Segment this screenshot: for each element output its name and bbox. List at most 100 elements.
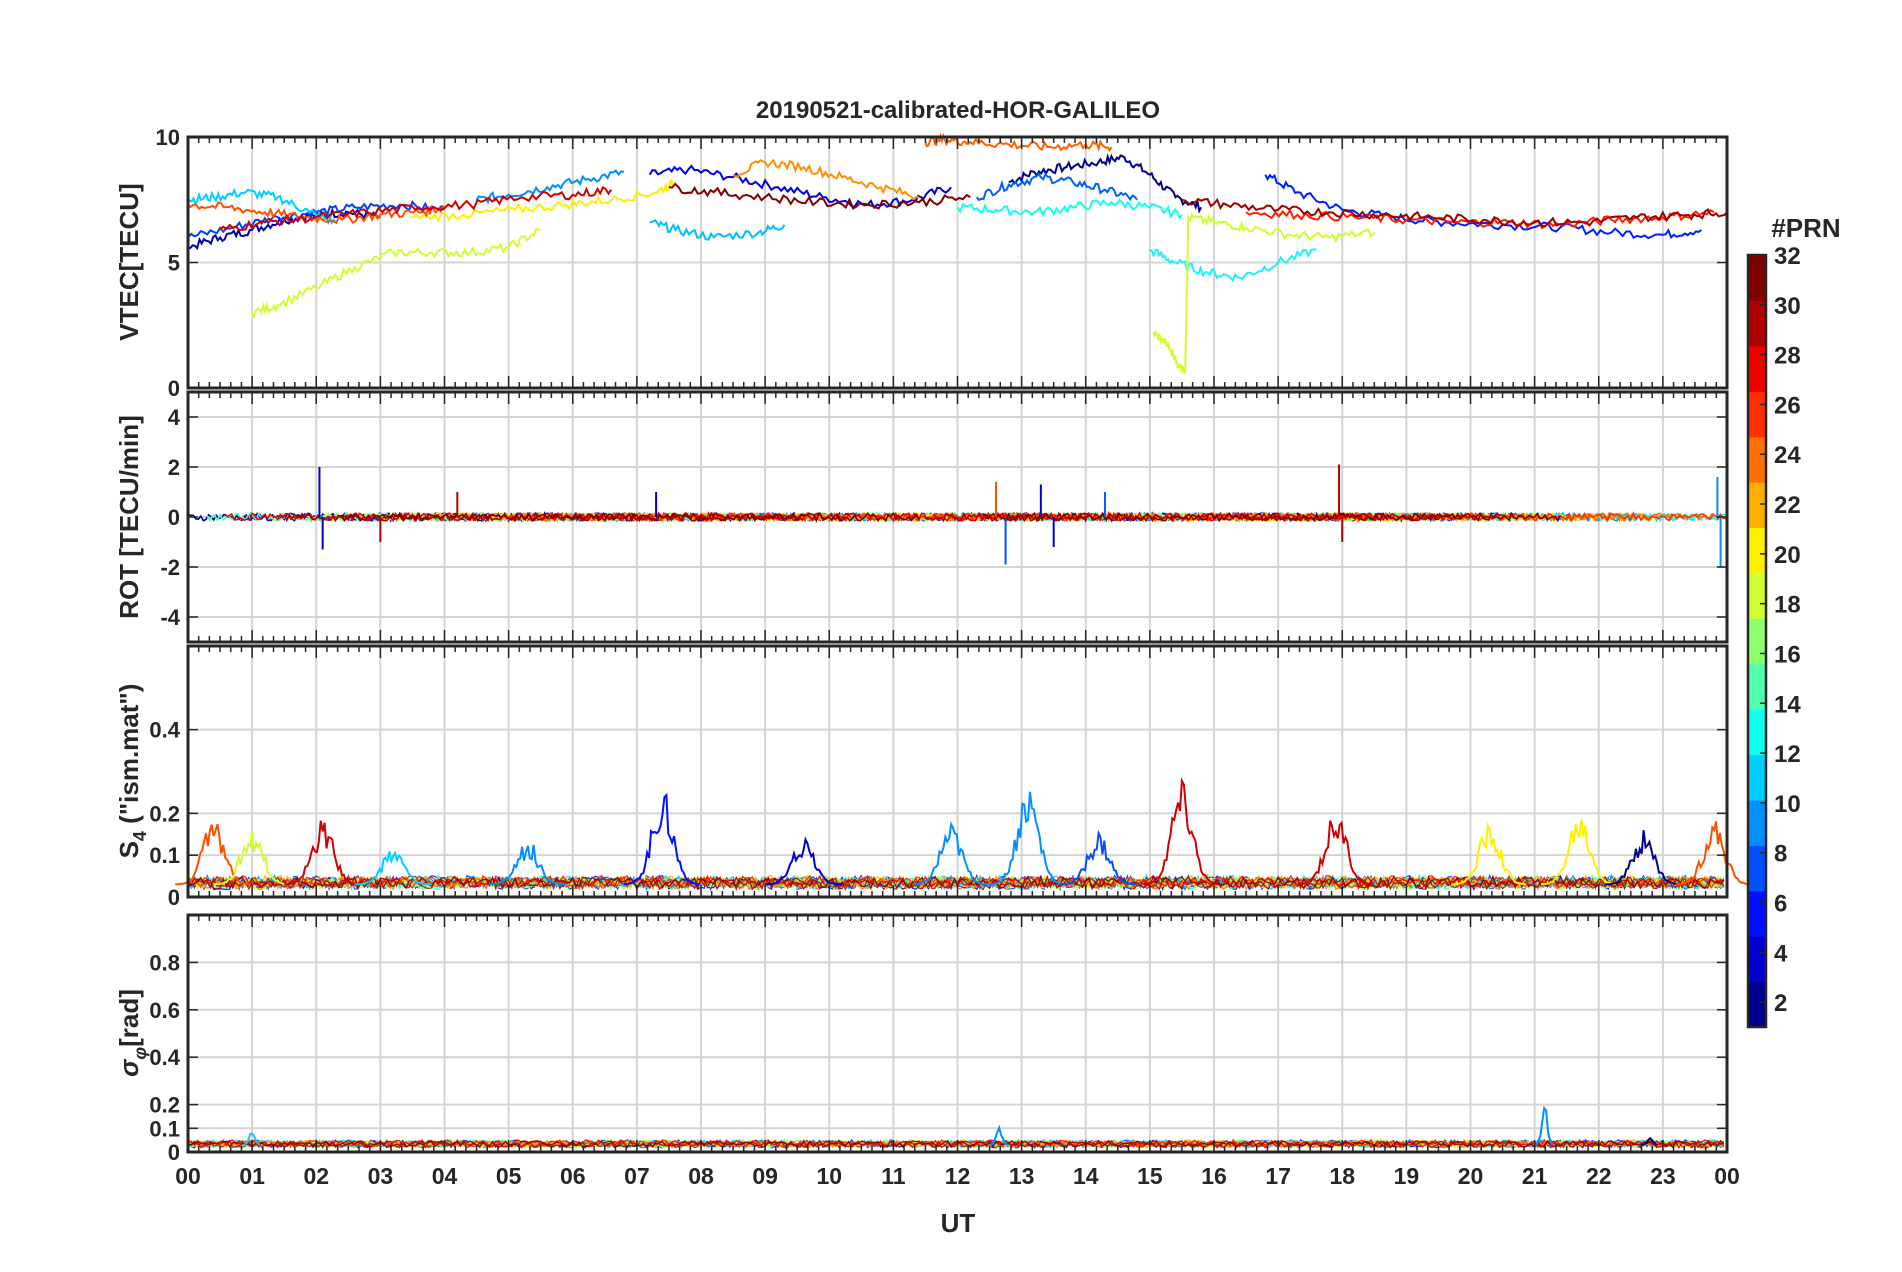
- colorbar-swatch: [1748, 890, 1766, 937]
- colorbar-tick-label: 2: [1774, 990, 1787, 1017]
- s4-peak-line: [765, 836, 843, 886]
- vtec-y-tick-label: 5: [168, 251, 180, 276]
- colorbar-swatch: [1748, 255, 1766, 302]
- x-tick-label: 08: [688, 1163, 714, 1189]
- x-tick-label: 04: [432, 1163, 458, 1189]
- s4-peak-line: [989, 791, 1067, 886]
- vtec-series-line: [956, 198, 1183, 221]
- colorbar-tick-label: 18: [1774, 592, 1801, 619]
- sigma-y-axis-label: σφ[rad]: [114, 989, 150, 1077]
- s4-peak-line: [1451, 822, 1527, 886]
- colorbar-tick-label: 20: [1774, 542, 1801, 569]
- colorbar-tick-label: 22: [1774, 492, 1801, 519]
- x-tick-label: 15: [1137, 1163, 1163, 1189]
- vtec-series-line: [411, 178, 676, 223]
- figure-title: 20190521-calibrated-HOR-GALILEO: [756, 97, 1160, 124]
- colorbar-tick-label: 32: [1774, 243, 1801, 270]
- rot-panel: -4 -2 0 2 4 ROT [TECU/min]: [114, 390, 1729, 644]
- sigma-y-tick-label: 0.2: [149, 1093, 180, 1118]
- vtec-panel: 0 5 10 VTEC[TECU]: [114, 125, 1729, 401]
- x-tick-label: 02: [303, 1163, 329, 1189]
- x-tick-label: 21: [1522, 1163, 1548, 1189]
- colorbar-swatch: [1748, 709, 1766, 756]
- colorbar-tick-label: 10: [1774, 791, 1801, 818]
- colorbar-swatch: [1748, 936, 1766, 983]
- colorbar-swatch: [1748, 527, 1766, 574]
- s4-y-tick-label: 0: [168, 885, 180, 910]
- x-tick-label: 11: [881, 1163, 906, 1189]
- s4-peak-line: [1297, 820, 1373, 886]
- x-tick-label: 06: [560, 1163, 586, 1189]
- colorbar-swatch: [1748, 572, 1766, 619]
- s4-y-axis-label: S4 ("ism.mat"): [114, 684, 150, 859]
- x-tick-label: 23: [1650, 1163, 1676, 1189]
- x-tick-label: 01: [239, 1163, 265, 1189]
- x-tick-label: 19: [1394, 1163, 1420, 1189]
- colorbar-swatch: [1748, 799, 1766, 846]
- sigma-peak-line: [242, 1132, 261, 1146]
- x-tick-label: 18: [1329, 1163, 1355, 1189]
- s4-peak-line: [1060, 829, 1138, 886]
- rot-y-axis-label: ROT [TECU/min]: [114, 415, 144, 619]
- s4-peak-line: [354, 850, 432, 886]
- colorbar-swatch: [1748, 300, 1766, 347]
- sigma-peak-line: [989, 1124, 1009, 1146]
- rot-series-line: [1194, 511, 1726, 523]
- x-tick-label: 07: [624, 1163, 650, 1189]
- sigma-panel: 00.10.2 0.4 0.6 0.8 σφ[rad]: [114, 913, 1729, 1165]
- x-tick-label: 00: [1714, 1163, 1740, 1189]
- rot-series-line: [983, 511, 1562, 523]
- x-tick-label: 16: [1201, 1163, 1227, 1189]
- s4-peak-line: [1540, 819, 1617, 886]
- s4-peak-line: [1143, 777, 1221, 886]
- colorbar-swatch: [1748, 345, 1766, 392]
- colorbar-swatch: [1748, 436, 1766, 483]
- vtec-series-line: [187, 206, 381, 251]
- colorbar-tick-label: 26: [1774, 392, 1801, 419]
- x-tick-label: 13: [1009, 1163, 1035, 1189]
- rot-y-tick-label: 4: [168, 405, 181, 430]
- s4-panel: 0 0.1 0.2 0.4S4 ("ism.mat"): [114, 644, 1751, 910]
- rot-y-tick-label: -4: [160, 605, 180, 630]
- vtec-y-axis-label: VTEC[TECU]: [114, 183, 144, 340]
- x-tick-label: 09: [752, 1163, 778, 1189]
- rot-series-line: [341, 511, 920, 523]
- colorbar-tick-label: 6: [1774, 890, 1787, 917]
- vtec-series-line: [1264, 173, 1702, 240]
- vtec-series-line: [975, 172, 1138, 202]
- x-tick-label: 22: [1586, 1163, 1612, 1189]
- sigma-peak-line: [1640, 1136, 1658, 1146]
- vtec-series-line: [475, 169, 625, 205]
- colorbar-tick-label: 24: [1774, 442, 1801, 469]
- vtec-series-line: [668, 182, 971, 210]
- rot-y-tick-label: 2: [168, 455, 180, 480]
- x-axis-label: UT: [941, 1208, 976, 1238]
- s4-peak-line: [912, 821, 990, 886]
- rot-y-tick-label: 0: [168, 505, 180, 530]
- colorbar-tick-label: 28: [1774, 343, 1801, 370]
- s4-peak-line: [213, 830, 289, 886]
- sigma-y-tick-label: 0.4: [149, 1045, 180, 1070]
- x-tick-label: 12: [945, 1163, 971, 1189]
- vtec-series-line: [251, 227, 541, 320]
- colorbar-tick-label: 14: [1774, 691, 1801, 718]
- colorbar-swatch: [1748, 618, 1766, 665]
- colorbar-swatch: [1748, 754, 1766, 801]
- s4-peak-line: [489, 844, 565, 886]
- vtec-series-line: [649, 219, 786, 241]
- colorbar-swatch: [1748, 391, 1766, 438]
- vtec-series-line: [1181, 197, 1728, 228]
- s4-peak-line: [284, 820, 362, 886]
- vtec-series-line: [187, 187, 337, 225]
- x-tick-label: 20: [1458, 1163, 1484, 1189]
- colorbar-swatch: [1748, 663, 1766, 710]
- colorbar-tick-label: 8: [1774, 841, 1787, 868]
- s4-y-tick-label: 0.1: [149, 843, 180, 868]
- x-tick-label: 00: [175, 1163, 201, 1189]
- vtec-series-line: [219, 185, 613, 232]
- colorbar-swatch: [1748, 981, 1766, 1028]
- colorbar-tick-label: 30: [1774, 293, 1801, 320]
- s4-y-tick-label: 0.2: [149, 801, 180, 826]
